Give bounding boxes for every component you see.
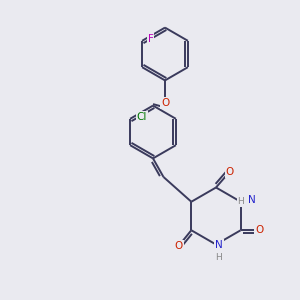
Text: O: O — [255, 225, 263, 235]
Text: O: O — [161, 98, 169, 108]
Text: Cl: Cl — [136, 112, 147, 122]
Text: N: N — [215, 239, 223, 250]
Text: F: F — [148, 34, 154, 44]
Text: N: N — [248, 195, 256, 205]
Text: H: H — [216, 253, 222, 262]
Text: O: O — [175, 241, 183, 251]
Text: O: O — [225, 167, 234, 177]
Text: H: H — [237, 197, 244, 206]
